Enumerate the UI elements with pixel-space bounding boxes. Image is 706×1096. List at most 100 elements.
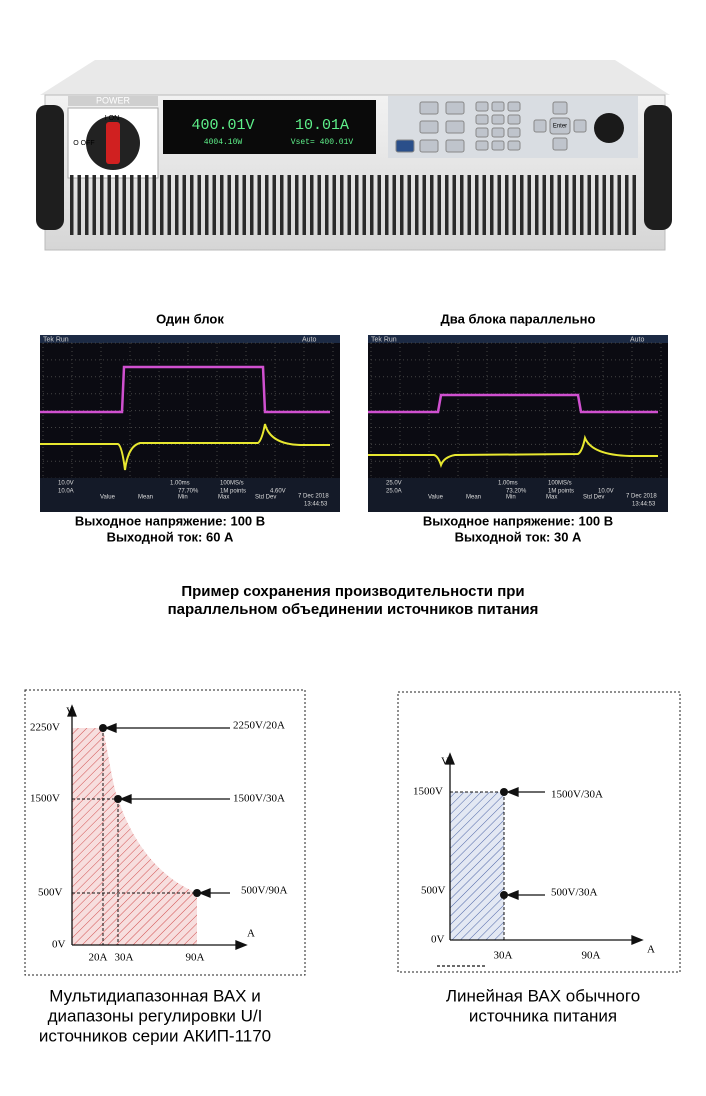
scope-stat-header: Mean xyxy=(466,495,481,501)
vent xyxy=(377,175,381,235)
vent xyxy=(482,175,486,235)
diagram-caption: диапазоны регулировки U/I xyxy=(48,1006,263,1025)
vent xyxy=(70,175,74,235)
current-trace xyxy=(40,365,330,414)
scope-status: Tek Run xyxy=(43,336,69,343)
vent xyxy=(490,175,494,235)
y-label: 2250V xyxy=(30,722,60,734)
switch-off: O OFF xyxy=(73,140,94,147)
axis-label: V xyxy=(66,706,74,718)
scope-readout: 100MS/s xyxy=(548,481,572,487)
scope-readout: 100MS/s xyxy=(220,481,244,487)
x-label: 20A xyxy=(89,952,108,964)
display-current: 10.01A xyxy=(295,117,349,134)
vent xyxy=(430,175,434,235)
vent xyxy=(332,175,336,235)
vent xyxy=(160,175,164,235)
vent xyxy=(325,175,329,235)
display-voltage: 400.01V xyxy=(191,117,254,134)
vent xyxy=(242,175,246,235)
keys xyxy=(395,101,587,153)
scope-stat-header: Min xyxy=(506,495,516,501)
vent xyxy=(205,175,209,235)
vent xyxy=(445,175,449,235)
scope-stat-header: Std Dev xyxy=(255,495,276,501)
point-label: 500V/90A xyxy=(241,885,288,897)
x-label: 30A xyxy=(115,952,134,964)
power-supply: POWER I ON O OFF 400.01V 10.01A 4004.10W… xyxy=(36,60,672,251)
vent xyxy=(512,175,516,235)
vent xyxy=(595,175,599,235)
scope-time: 13:44:53 xyxy=(632,502,656,508)
scope-stat-header: Value xyxy=(100,495,116,501)
y-label: 0V xyxy=(431,934,445,946)
vent xyxy=(550,175,554,235)
scope-status: Auto xyxy=(630,336,645,343)
scope-status-area xyxy=(40,478,340,512)
scope-status: Tek Run xyxy=(371,336,397,343)
vent xyxy=(347,175,351,235)
vent xyxy=(227,175,231,235)
power-label: POWER xyxy=(96,95,131,105)
y-label: 1500V xyxy=(413,786,443,798)
y-label: 1500V xyxy=(30,793,60,805)
scope-stat-header: Mean xyxy=(138,495,153,501)
vent xyxy=(85,175,89,235)
rotary-knob xyxy=(594,113,624,143)
scope-time: 13:44:53 xyxy=(304,502,328,508)
vent xyxy=(265,175,269,235)
scope-readout: 25.0V xyxy=(386,481,402,487)
enter-key: Enter xyxy=(553,124,567,130)
point-label: 500V/30A xyxy=(551,887,598,899)
range-area xyxy=(72,728,197,945)
y-label: 500V xyxy=(38,887,63,899)
vent xyxy=(632,175,636,235)
diagram-frame xyxy=(24,689,306,976)
vent xyxy=(475,175,479,235)
vent xyxy=(422,175,426,235)
scope-caption: Выходной ток: 60 А xyxy=(107,529,234,544)
handle-right xyxy=(644,105,672,230)
vent xyxy=(370,175,374,235)
scope-readout: 77.70% xyxy=(178,489,199,495)
vent xyxy=(535,175,539,235)
vent xyxy=(130,175,134,235)
vent xyxy=(437,175,441,235)
x-label: 90A xyxy=(582,950,601,962)
vent xyxy=(557,175,561,235)
vent xyxy=(145,175,149,235)
vent xyxy=(400,175,404,235)
scope-date: 7 Dec 2018 xyxy=(626,494,657,500)
vent xyxy=(497,175,501,235)
vent xyxy=(467,175,471,235)
vent xyxy=(542,175,546,235)
scope-readout: 10.0A xyxy=(58,489,74,495)
guide-lines xyxy=(72,728,197,945)
vent xyxy=(340,175,344,235)
scope-stat-header: Max xyxy=(546,495,557,501)
vent xyxy=(580,175,584,235)
vent xyxy=(235,175,239,235)
vent xyxy=(122,175,126,235)
scope-date: 7 Dec 2018 xyxy=(298,494,329,500)
scope-readout: 1M points xyxy=(548,489,574,495)
vent xyxy=(452,175,456,235)
vent xyxy=(107,175,111,235)
vent xyxy=(167,175,171,235)
handle-left xyxy=(36,105,64,230)
vent xyxy=(152,175,156,235)
scope-topbar xyxy=(40,335,340,343)
current-trace xyxy=(368,393,658,414)
display-vset: Vset= 400.01V xyxy=(291,138,354,147)
vent xyxy=(407,175,411,235)
scope-stat-header: Value xyxy=(428,495,444,501)
vent xyxy=(625,175,629,235)
axes xyxy=(67,704,248,950)
x-label: 90A xyxy=(186,952,205,964)
power-strip xyxy=(68,96,158,106)
scope-status: Auto xyxy=(302,336,317,343)
axes xyxy=(437,752,644,967)
vent xyxy=(77,175,81,235)
vent xyxy=(520,175,524,235)
